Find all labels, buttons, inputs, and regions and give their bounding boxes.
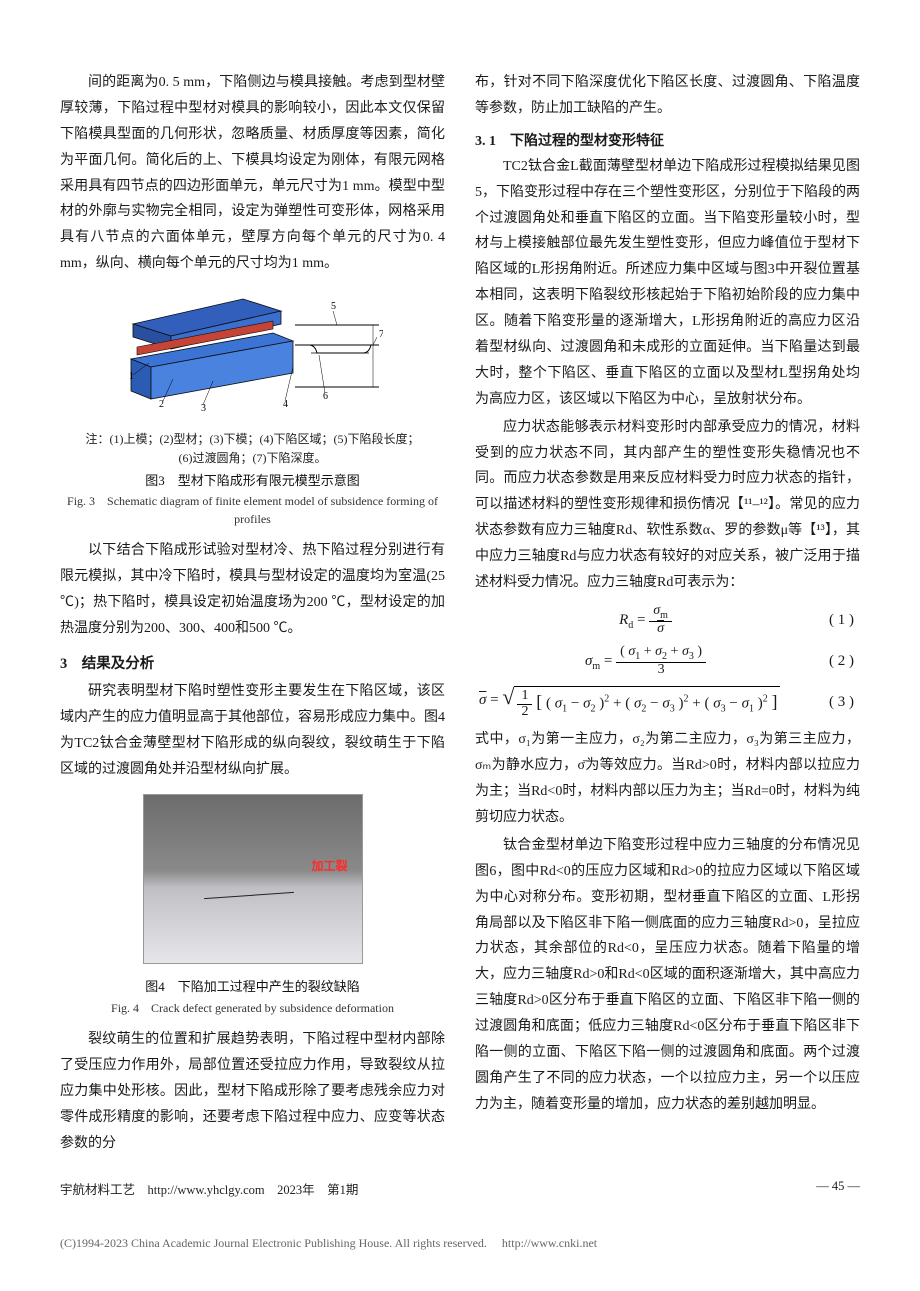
equation-3: σ = √ 12 [ ( σ1 − σ2 )2 + ( σ2 − σ3 )2 +… (475, 686, 860, 719)
right-para-5: 钛合金型材单边下陷变形过程中应力三轴度的分布情况见图6，图中Rd<0的压应力区域… (475, 833, 860, 1118)
page-footer: 宇航材料工艺 http://www.yhclgy.com 2023年 第1期 —… (60, 1179, 860, 1198)
svg-text:3: 3 (201, 403, 206, 414)
figure-3-caption-cn: 图3 型材下陷成形有限元模型示意图 (60, 471, 445, 492)
svg-text:1: 1 (129, 371, 134, 382)
figure-3-note-2: (6)过渡圆角；(7)下陷深度。 (60, 449, 445, 468)
figure-4-crack-label: 加工裂 (311, 857, 347, 874)
left-para-3: 研究表明型材下陷时塑性变形主要发生在下陷区域，该区域内产生的应力值明显高于其他部… (60, 679, 445, 783)
svg-text:6: 6 (323, 391, 328, 402)
left-para-4: 裂纹萌生的位置和扩展趋势表明，下陷过程中型材内部除了受压应力作用外，局部位置还受… (60, 1027, 445, 1156)
figure-4-photo: 加工裂 (143, 794, 363, 969)
two-column-layout: 间的距离为0. 5 mm，下陷侧边与模具接触。考虑到型材壁厚较薄，下陷过程中型材… (60, 70, 860, 1159)
right-para-1: 布，针对不同下陷深度优化下陷区长度、过渡圆角、下陷温度等参数，防止加工缺陷的产生… (475, 70, 860, 122)
right-column: 布，针对不同下陷深度优化下陷区长度、过渡圆角、下陷温度等参数，防止加工缺陷的产生… (475, 70, 860, 1159)
copyright-line: (C)1994-2023 China Academic Journal Elec… (60, 1234, 860, 1251)
svg-text:4: 4 (283, 399, 288, 410)
left-para-1: 间的距离为0. 5 mm，下陷侧边与模具接触。考虑到型材壁厚较薄，下陷过程中型材… (60, 70, 445, 277)
footer-page-number: — 45 — (816, 1179, 860, 1198)
section-3-heading: 3 结果及分析 (60, 652, 445, 673)
figure-3-note-1: 注：(1)上模；(2)型材；(3)下模；(4)下陷区域；(5)下陷段长度； (60, 430, 445, 449)
left-column: 间的距离为0. 5 mm，下陷侧边与模具接触。考虑到型材壁厚较薄，下陷过程中型材… (60, 70, 445, 1159)
equation-1-number: ( 1 ) (816, 612, 860, 629)
right-para-4: 式中，σ₁为第一主应力，σ₂为第二主应力，σ₃为第三主应力，σₘ为静水应力，σ̄… (475, 727, 860, 831)
equation-2: σm = ( σ1 + σ2 + σ3 ) 3 ( 2 ) (475, 645, 860, 678)
equation-1: Rd = σm σ ( 1 ) (475, 604, 860, 637)
figure-4-caption-cn: 图4 下陷加工过程中产生的裂纹缺陷 (60, 977, 445, 998)
figure-3-schematic: 1 2 3 4 5 6 7 (123, 289, 383, 419)
left-para-2: 以下结合下陷成形试验对型材冷、热下陷过程分别进行有限元模拟，其中冷下陷时，模具与… (60, 538, 445, 642)
footer-journal-info: 宇航材料工艺 http://www.yhclgy.com 2023年 第1期 (60, 1179, 358, 1198)
right-para-2: TC2钛合金L截面薄壁型材单边下陷成形过程模拟结果见图5，下陷变形过程中存在三个… (475, 154, 860, 413)
section-3-1-heading: 3. 1 下陷过程的型材变形特征 (475, 130, 860, 150)
figure-3-caption-en: Fig. 3 Schematic diagram of finite eleme… (60, 492, 445, 528)
equation-2-number: ( 2 ) (816, 653, 860, 670)
figure-3: 1 2 3 4 5 6 7 注：(1)上模；(2)型材；(3 (60, 289, 445, 528)
svg-text:7: 7 (379, 329, 383, 340)
svg-text:5: 5 (331, 301, 336, 312)
figure-4: 加工裂 图4 下陷加工过程中产生的裂纹缺陷 Fig. 4 Crack defec… (60, 794, 445, 1017)
figure-4-caption-en: Fig. 4 Crack defect generated by subside… (60, 999, 445, 1017)
equation-3-number: ( 3 ) (816, 694, 860, 711)
right-para-3: 应力状态能够表示材料变形时内部承受应力的情况，材料受到的应力状态不同，其内部产生… (475, 415, 860, 596)
